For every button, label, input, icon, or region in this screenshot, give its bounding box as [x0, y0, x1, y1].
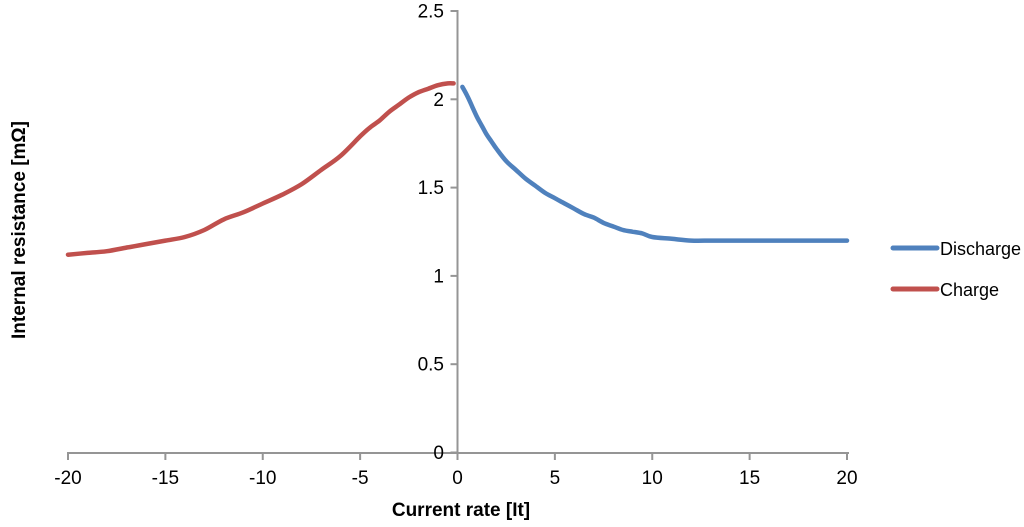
x-axis-title: Current rate [It] [392, 500, 530, 521]
x-tick-label: 20 [836, 468, 857, 489]
x-tick-label: 15 [739, 468, 760, 489]
x-tick-label: -10 [249, 468, 276, 489]
x-tick-label: 5 [550, 468, 561, 489]
charge-line [65, 81, 456, 257]
legend-label-discharge: Discharge [940, 239, 1021, 259]
legend-label-charge: Charge [940, 280, 999, 300]
y-tick-label: 1 [433, 266, 444, 287]
x-tick-label: 0 [452, 468, 463, 489]
x-tick-label: 10 [642, 468, 663, 489]
series-layer [65, 81, 850, 257]
discharge-line [460, 84, 850, 243]
x-tick-label: -5 [352, 468, 369, 489]
y-tick-label: 2 [433, 90, 444, 111]
y-tick-label: 2.5 [418, 2, 444, 23]
x-tick-label: -15 [152, 468, 179, 489]
y-axis-title: Internal resistance [mΩ] [9, 121, 30, 339]
y-tick-label: 1.5 [418, 178, 444, 199]
y-tick-label: 0.5 [418, 355, 444, 376]
axes-layer: 0 0.5 1 1.5 2 2.5 -20 -15 -10 -5 0 5 10 15 20 [54, 2, 857, 490]
y-tick-label: 0 [433, 443, 444, 464]
x-tick-label: -20 [54, 468, 81, 489]
legend-swatch-layer [890, 245, 940, 292]
